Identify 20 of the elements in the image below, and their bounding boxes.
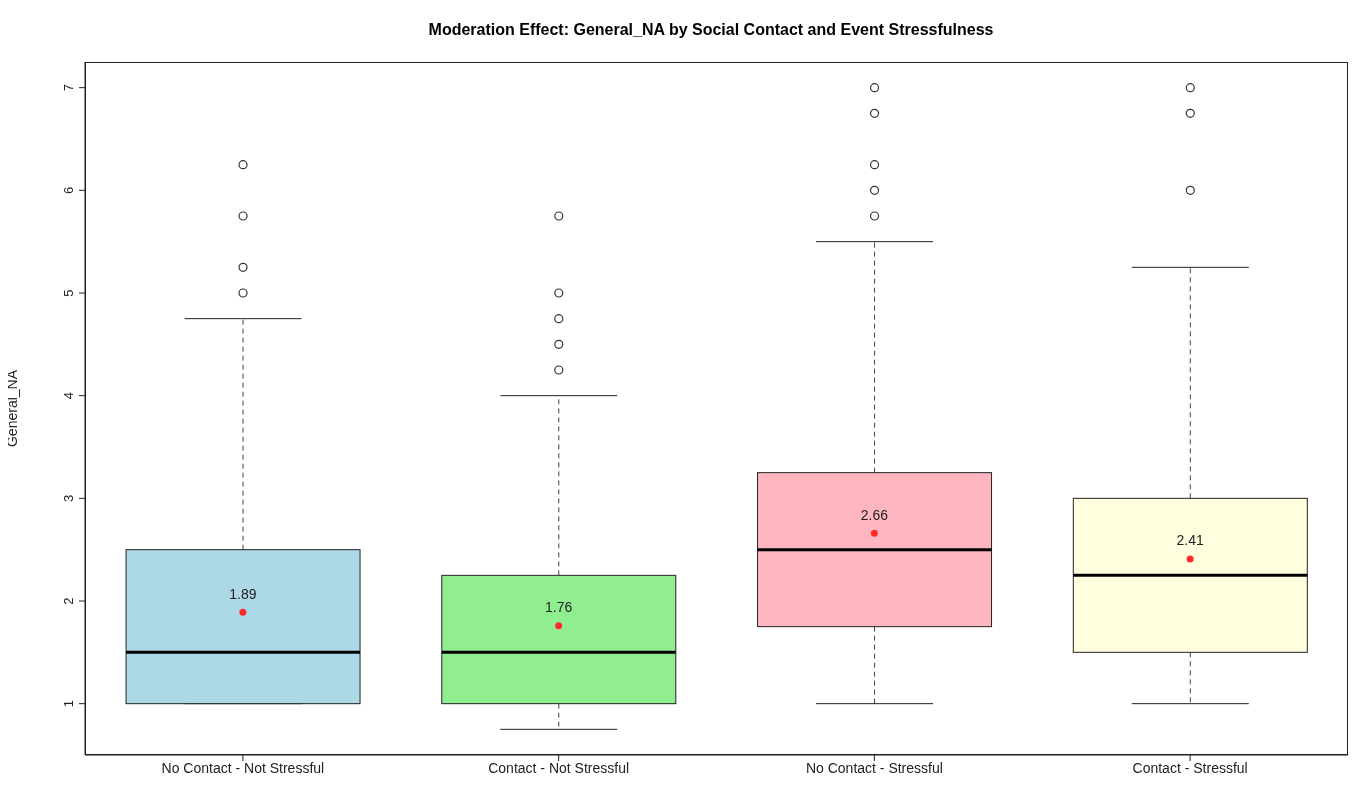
y-tick-label: 4 bbox=[61, 392, 76, 400]
data-label: 1.89 bbox=[229, 585, 257, 602]
x-tick-label: Contact - Not Stressful bbox=[488, 759, 630, 776]
x-tick-label: Contact - Stressful bbox=[1132, 759, 1248, 776]
x-tick-label: No Contact - Not Stressful bbox=[161, 759, 325, 776]
data-label: 1.76 bbox=[545, 599, 573, 616]
y-tick-label: 1 bbox=[61, 700, 76, 708]
point bbox=[239, 608, 247, 616]
y-tick-label: 6 bbox=[61, 186, 76, 194]
y-tick-label: 3 bbox=[61, 494, 76, 502]
y-tick-label: 7 bbox=[61, 84, 76, 92]
y-tick-label: 5 bbox=[61, 289, 76, 297]
data-label: 2.41 bbox=[1176, 532, 1204, 549]
chart-title: Moderation Effect: General_NA by Social Contact and Event Stressfulness bbox=[427, 20, 995, 40]
point bbox=[870, 529, 878, 537]
point bbox=[1186, 555, 1194, 563]
x-tick-label: No Contact - Stressful bbox=[805, 759, 943, 776]
data-label: 2.66 bbox=[860, 506, 889, 523]
point bbox=[555, 622, 563, 630]
y-tick-label: 2 bbox=[61, 597, 76, 605]
